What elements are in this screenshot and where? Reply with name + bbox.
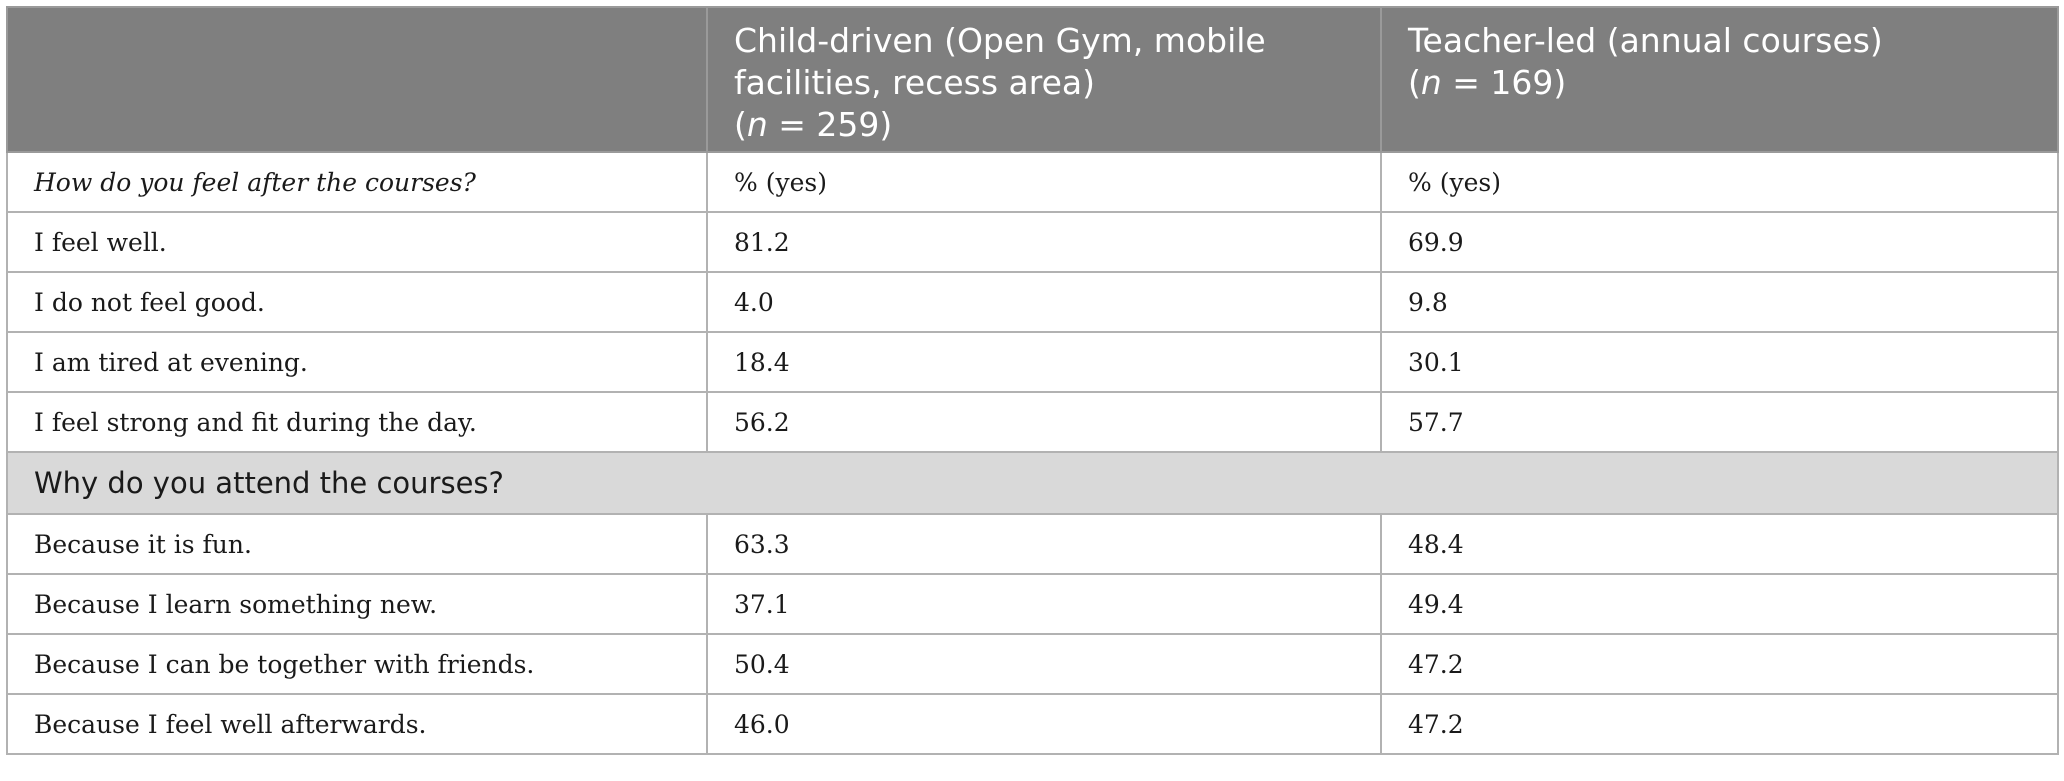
row-child-value: 4.0: [706, 271, 1382, 333]
row-label: I am tired at evening.: [6, 331, 708, 393]
row-teacher-value: 30.1: [1380, 331, 2059, 393]
table-row: Because I feel well afterwards. 46.0 47.…: [6, 693, 2059, 755]
row-child-value: 56.2: [706, 391, 1382, 453]
section1-question: How do you feel after the courses?: [6, 151, 708, 213]
row-label: Because I learn something new.: [6, 573, 708, 635]
row-teacher-value: 69.9: [1380, 211, 2059, 273]
row-label: I feel strong and fit during the day.: [6, 391, 708, 453]
table-row: How do you feel after the courses? % (ye…: [6, 151, 2059, 213]
header-empty-cell: [6, 6, 708, 153]
row-label: I feel well.: [6, 211, 708, 273]
table-header-row: Child-driven (Open Gym, mobile facilitie…: [6, 6, 2059, 153]
header-teacher-line1: Teacher-led (annual courses): [1408, 21, 1883, 60]
section1-unit-child: % (yes): [706, 151, 1382, 213]
section2-question: Why do you attend the courses?: [6, 451, 2059, 515]
section1-unit-teacher: % (yes): [1380, 151, 2059, 213]
table-row: I feel well. 81.2 69.9: [6, 211, 2059, 273]
table-row: Because it is fun. 63.3 48.4: [6, 513, 2059, 575]
table-row: I am tired at evening. 18.4 30.1: [6, 331, 2059, 393]
table-row: I do not feel good. 4.0 9.8: [6, 271, 2059, 333]
row-label: I do not feel good.: [6, 271, 708, 333]
row-teacher-value: 47.2: [1380, 633, 2059, 695]
row-teacher-value: 49.4: [1380, 573, 2059, 635]
row-child-value: 81.2: [706, 211, 1382, 273]
row-teacher-value: 47.2: [1380, 693, 2059, 755]
header-child-n-italic: n: [746, 105, 768, 144]
row-child-value: 18.4: [706, 331, 1382, 393]
header-child-line1: Child-driven (Open Gym, mobile: [734, 21, 1266, 60]
row-teacher-value: 48.4: [1380, 513, 2059, 575]
header-teacher-led: Teacher-led (annual courses) (n = 169): [1380, 6, 2059, 153]
row-label: Because I can be together with friends.: [6, 633, 708, 695]
row-child-value: 46.0: [706, 693, 1382, 755]
row-label: Because I feel well afterwards.: [6, 693, 708, 755]
header-teacher-n-prefix: (: [1408, 63, 1421, 102]
row-label: Because it is fun.: [6, 513, 708, 575]
survey-table: Child-driven (Open Gym, mobile facilitie…: [6, 6, 2059, 755]
row-teacher-value: 9.8: [1380, 271, 2059, 333]
row-child-value: 63.3: [706, 513, 1382, 575]
header-teacher-n-italic: n: [1420, 63, 1442, 102]
header-child-line2: facilities, recess area): [734, 63, 1096, 102]
table-row: Because I can be together with friends. …: [6, 633, 2059, 695]
header-teacher-n-value: = 169): [1441, 63, 1567, 102]
header-child-n-value: = 259): [767, 105, 893, 144]
row-child-value: 37.1: [706, 573, 1382, 635]
row-child-value: 50.4: [706, 633, 1382, 695]
row-teacher-value: 57.7: [1380, 391, 2059, 453]
table-row: Because I learn something new. 37.1 49.4: [6, 573, 2059, 635]
header-child-driven: Child-driven (Open Gym, mobile facilitie…: [706, 6, 1382, 153]
table-row: I feel strong and fit during the day. 56…: [6, 391, 2059, 453]
section-header-row: Why do you attend the courses?: [6, 451, 2059, 515]
header-child-n-prefix: (: [734, 105, 747, 144]
